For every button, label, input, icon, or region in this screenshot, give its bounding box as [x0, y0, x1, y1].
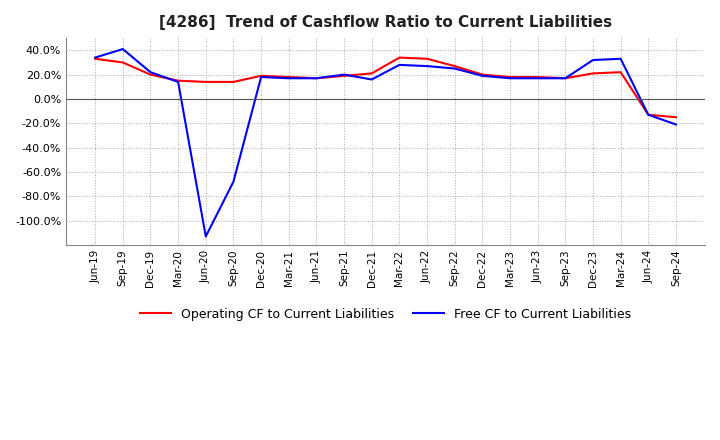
Operating CF to Current Liabilities [561, 76, 570, 81]
Free CF to Current Liabilities [616, 56, 625, 62]
Operating CF to Current Liabilities [451, 63, 459, 69]
Operating CF to Current Liabilities [91, 56, 99, 62]
Operating CF to Current Liabilities [229, 79, 238, 84]
Free CF to Current Liabilities [340, 72, 348, 77]
Operating CF to Current Liabilities [340, 73, 348, 78]
Free CF to Current Liabilities [395, 62, 404, 67]
Free CF to Current Liabilities [91, 55, 99, 60]
Free CF to Current Liabilities [423, 63, 431, 69]
Operating CF to Current Liabilities [505, 74, 514, 80]
Free CF to Current Liabilities [644, 112, 652, 117]
Operating CF to Current Liabilities [119, 60, 127, 65]
Operating CF to Current Liabilities [478, 72, 487, 77]
Line: Operating CF to Current Liabilities: Operating CF to Current Liabilities [95, 58, 676, 117]
Operating CF to Current Liabilities [644, 112, 652, 117]
Operating CF to Current Liabilities [534, 74, 542, 80]
Operating CF to Current Liabilities [174, 78, 182, 83]
Free CF to Current Liabilities [367, 77, 376, 82]
Operating CF to Current Liabilities [616, 70, 625, 75]
Free CF to Current Liabilities [257, 74, 266, 80]
Line: Free CF to Current Liabilities: Free CF to Current Liabilities [95, 49, 676, 236]
Operating CF to Current Liabilities [395, 55, 404, 60]
Free CF to Current Liabilities [119, 47, 127, 52]
Operating CF to Current Liabilities [257, 73, 266, 78]
Operating CF to Current Liabilities [589, 71, 598, 76]
Free CF to Current Liabilities [534, 76, 542, 81]
Free CF to Current Liabilities [672, 122, 680, 127]
Free CF to Current Liabilities [202, 234, 210, 239]
Free CF to Current Liabilities [229, 179, 238, 184]
Free CF to Current Liabilities [174, 79, 182, 84]
Operating CF to Current Liabilities [284, 74, 293, 80]
Free CF to Current Liabilities [284, 76, 293, 81]
Operating CF to Current Liabilities [367, 71, 376, 76]
Free CF to Current Liabilities [589, 57, 598, 62]
Operating CF to Current Liabilities [146, 72, 155, 77]
Legend: Operating CF to Current Liabilities, Free CF to Current Liabilities: Operating CF to Current Liabilities, Fre… [135, 303, 636, 326]
Operating CF to Current Liabilities [672, 114, 680, 120]
Title: [4286]  Trend of Cashflow Ratio to Current Liabilities: [4286] Trend of Cashflow Ratio to Curren… [159, 15, 612, 30]
Operating CF to Current Liabilities [423, 56, 431, 62]
Operating CF to Current Liabilities [202, 79, 210, 84]
Free CF to Current Liabilities [312, 76, 320, 81]
Free CF to Current Liabilities [505, 76, 514, 81]
Free CF to Current Liabilities [478, 73, 487, 78]
Operating CF to Current Liabilities [312, 76, 320, 81]
Free CF to Current Liabilities [146, 70, 155, 75]
Free CF to Current Liabilities [561, 76, 570, 81]
Free CF to Current Liabilities [451, 66, 459, 71]
